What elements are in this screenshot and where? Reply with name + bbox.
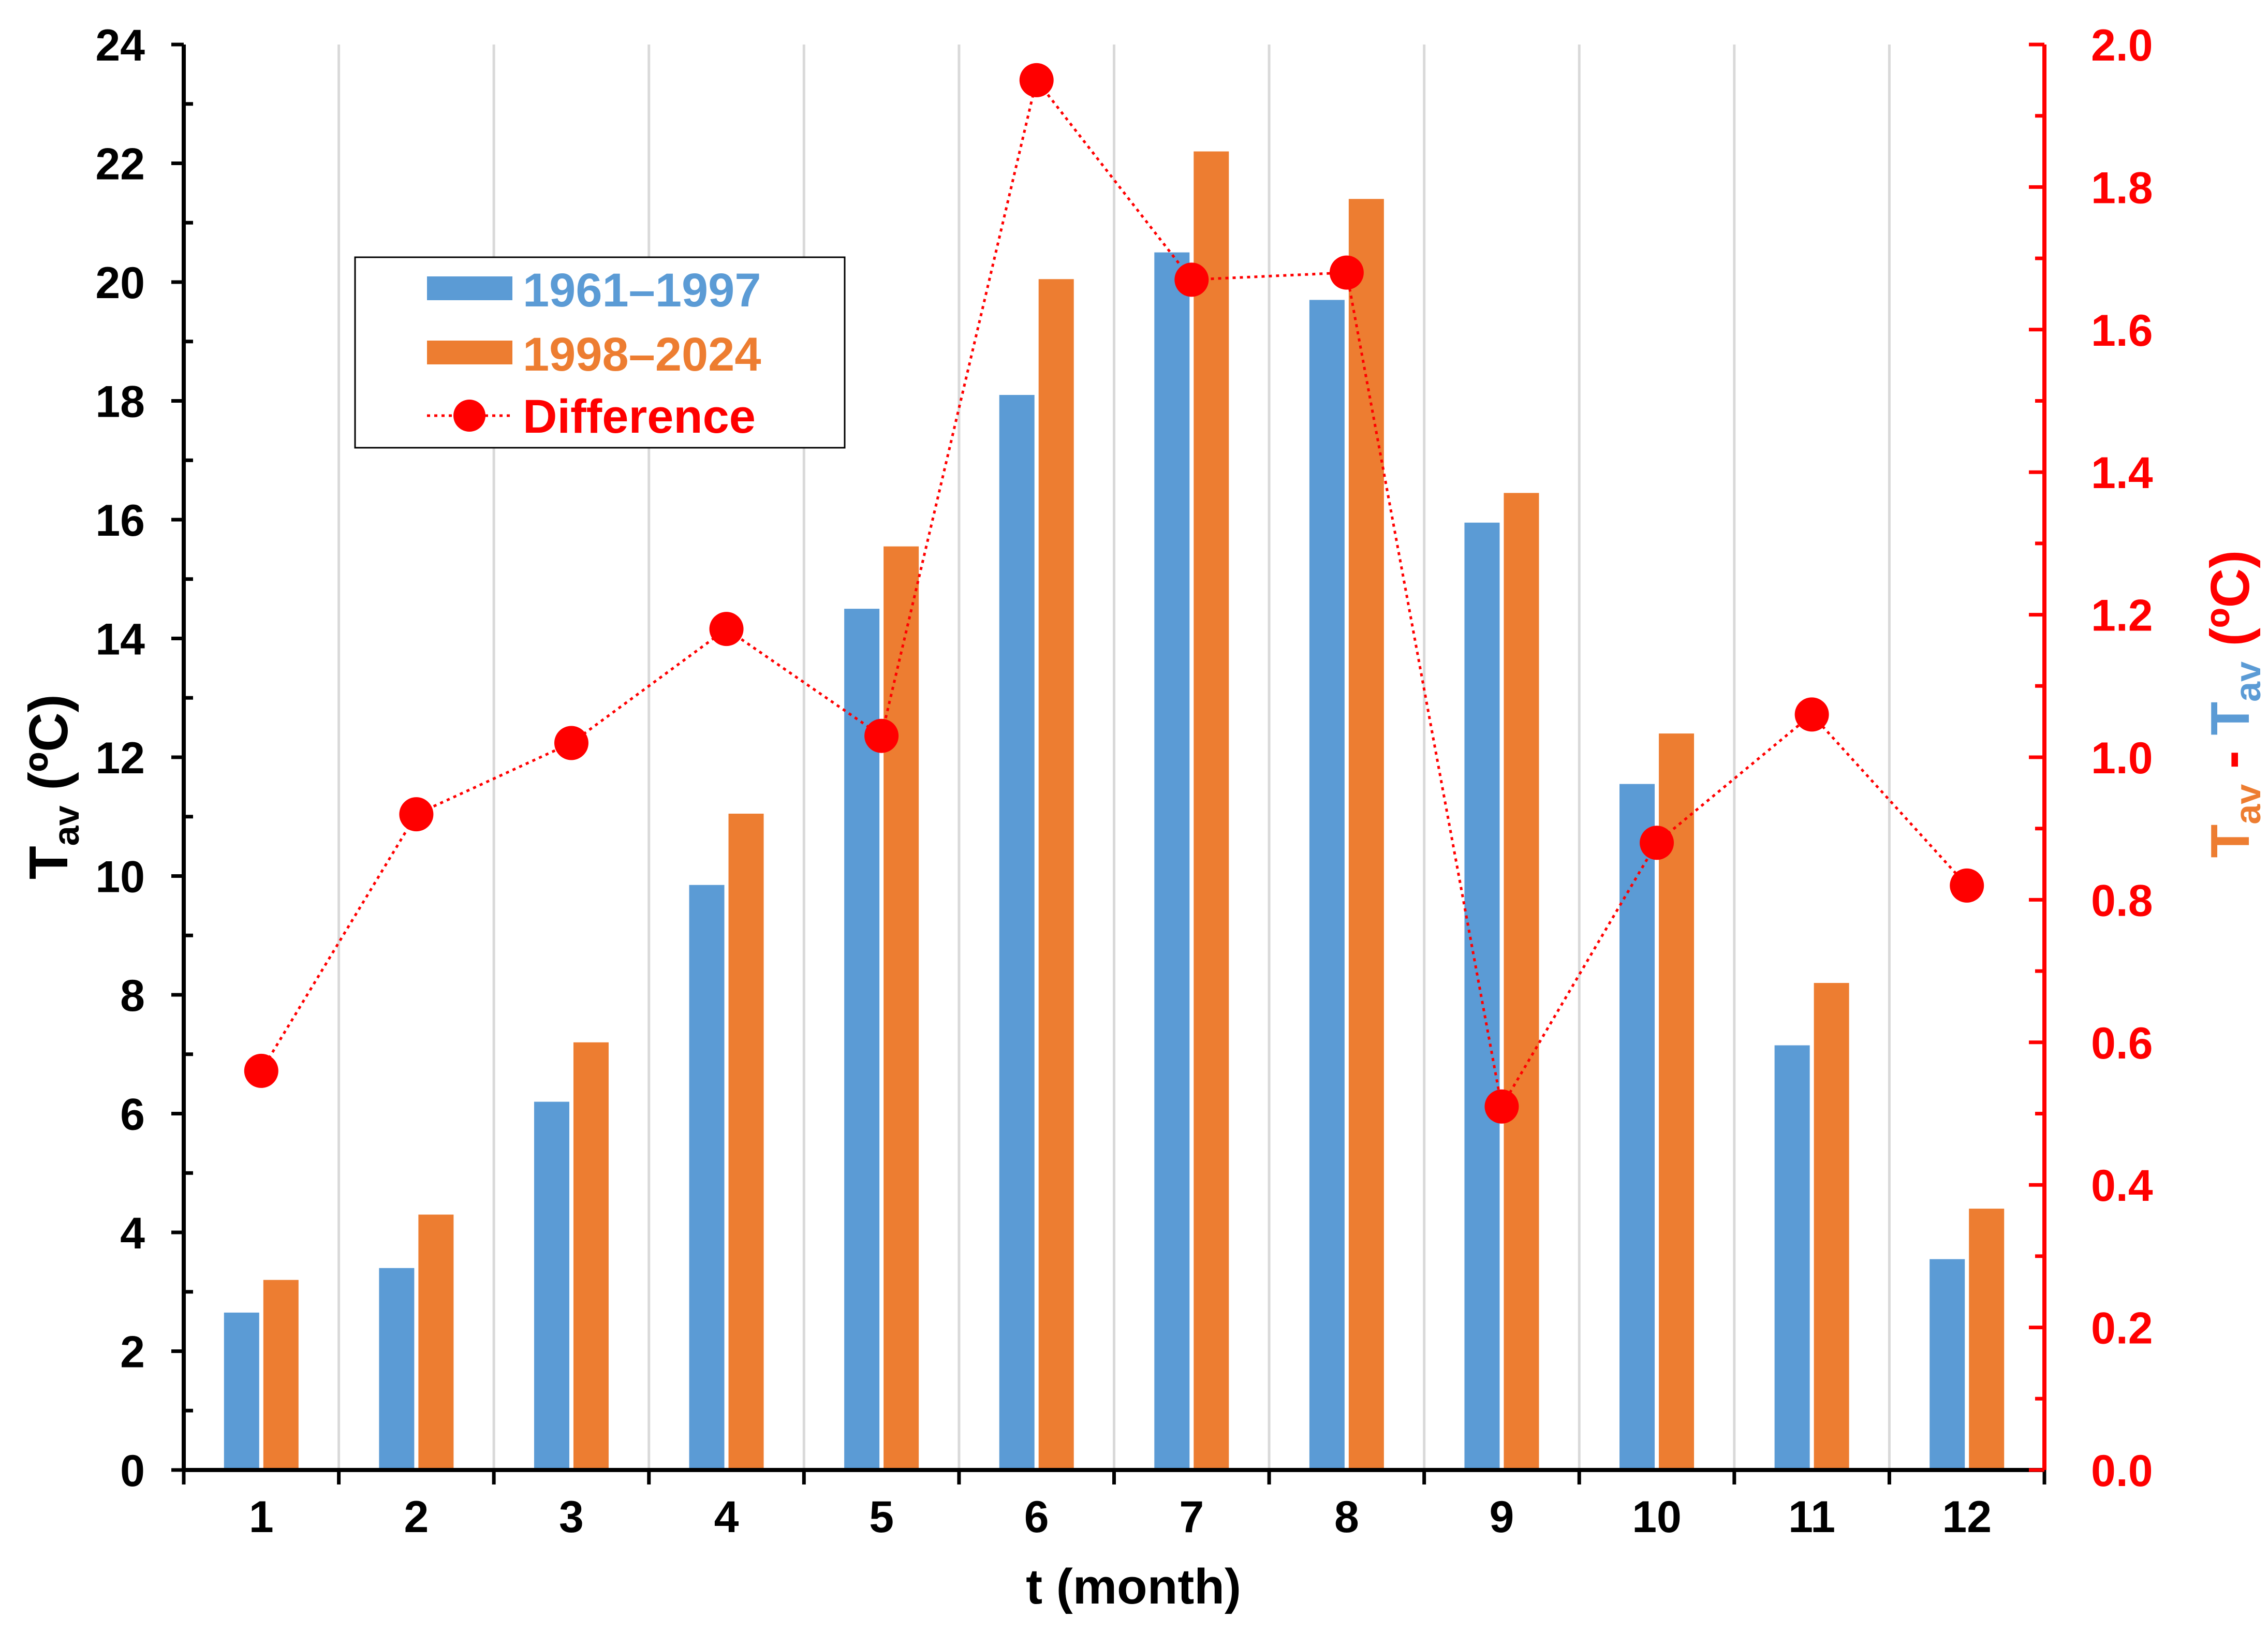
y2-tick-label-1-0: 1.0 [2091,733,2153,783]
bar-1961-1997-month-2 [379,1268,415,1470]
legend-label-1961-1997: 1961–1997 [523,264,761,317]
y-tick-label-8: 8 [120,971,145,1021]
bar-1998-2024-month-3 [573,1042,609,1470]
point-difference-month-6 [1019,63,1054,97]
bar-1998-2024-month-1 [263,1280,299,1470]
legend-swatch-1998-2024 [427,341,512,364]
x-tick-label-5: 5 [869,1492,894,1542]
bar-1961-1997-month-3 [534,1101,569,1470]
bar-1961-1997-month-7 [1154,252,1190,1470]
y2-tick-label-0-0: 0.0 [2091,1446,2153,1496]
y2-tick-label-0-2: 0.2 [2091,1304,2153,1354]
bar-series [224,151,2005,1471]
x-axis-title: t (month) [1026,1559,1241,1614]
x-tick-label-3: 3 [559,1492,584,1542]
bar-1961-1997-month-12 [1930,1259,1965,1470]
bar-1961-1997-month-8 [1309,300,1345,1470]
y2-title-blue-sub: av [2228,661,2268,702]
y2-tick-label-1-8: 1.8 [2091,163,2153,213]
point-difference-month-3 [554,726,588,760]
legend-swatch-1961-1997 [427,276,512,300]
y-axis-title-unit: (ºC) [18,694,79,805]
y2-tick-label-1-6: 1.6 [2091,306,2153,356]
bar-1961-1997-month-5 [844,609,880,1470]
x-tick-label-2: 2 [404,1492,429,1542]
bar-1961-1997-month-4 [689,885,725,1470]
bar-1998-2024-month-4 [728,814,764,1470]
y2-axis-title: Tav - Tav (ºC) [2200,550,2268,858]
bar-1998-2024-month-11 [1814,983,1849,1470]
x-tick-label-10: 10 [1632,1492,1682,1542]
y-tick-label-14: 14 [95,615,145,665]
y-axis-title-sub: av [46,805,86,846]
bar-1998-2024-month-2 [418,1214,454,1470]
right-axis-tick-labels: 0.0 0.2 0.4 0.6 0.8 1.0 1.2 1.4 1.6 1.8 2.0 [2091,21,2153,1496]
bar-1961-1997-month-10 [1619,784,1655,1470]
y-tick-label-24: 24 [95,21,145,70]
y-axis-title: Tav (ºC) [18,694,86,879]
axes [171,42,2046,1484]
legend-label-1998-2024: 1998–2024 [523,328,761,381]
point-difference-month-9 [1484,1089,1519,1124]
point-difference-month-5 [864,718,899,753]
y-tick-label-18: 18 [95,377,145,427]
bar-1961-1997-month-1 [224,1312,259,1470]
point-difference-month-11 [1794,697,1829,732]
bar-1998-2024-month-9 [1504,493,1539,1470]
point-difference-month-2 [399,797,434,832]
x-tick-label-1: 1 [249,1492,274,1542]
y-tick-label-16: 16 [95,496,145,546]
difference-series [244,63,1984,1124]
y-tick-label-12: 12 [95,733,145,783]
y-axis-title-main: T [18,846,79,879]
y2-tick-label-0-6: 0.6 [2091,1019,2153,1068]
y-tick-label-10: 10 [95,852,145,902]
y2-tick-label-0-8: 0.8 [2091,876,2153,925]
point-difference-month-7 [1174,262,1209,297]
bar-1961-1997-month-6 [999,395,1035,1471]
x-tick-label-8: 8 [1334,1492,1359,1542]
y2-title-sep: - [2200,736,2261,784]
legend-label-difference: Difference [523,390,756,443]
point-difference-month-10 [1640,826,1674,860]
y2-title-unit: (ºC) [2200,550,2261,661]
bar-1998-2024-month-7 [1194,151,1229,1470]
bar-1961-1997-month-11 [1774,1045,1810,1470]
y2-title-orange-sub: av [2228,784,2268,825]
point-difference-month-4 [709,612,744,646]
y-tick-label-4: 4 [120,1209,145,1258]
y-tick-label-2: 2 [120,1328,145,1377]
x-tick-label-7: 7 [1179,1492,1204,1542]
x-tick-label-4: 4 [714,1492,739,1542]
x-tick-label-9: 9 [1490,1492,1514,1542]
x-tick-label-11: 11 [1788,1492,1835,1542]
y-tick-label-0: 0 [120,1446,145,1496]
legend: 1961–1997 1998–2024 Difference [354,256,846,449]
y2-tick-label-1-4: 1.4 [2091,448,2153,498]
y-tick-label-22: 22 [95,140,145,189]
bar-1998-2024-month-8 [1348,199,1384,1470]
x-tick-label-12: 12 [1942,1492,1992,1542]
point-difference-month-1 [244,1053,278,1088]
x-tick-label-6: 6 [1024,1492,1049,1542]
y-tick-label-6: 6 [120,1090,145,1140]
y2-title-blue-main: T [2200,702,2261,736]
y2-tick-label-1-2: 1.2 [2091,591,2153,641]
y2-tick-label-2-0: 2.0 [2091,21,2153,70]
bar-1998-2024-month-6 [1038,279,1074,1471]
y2-tick-label-0-4: 0.4 [2091,1161,2153,1211]
y2-title-orange-main: T [2200,825,2261,858]
x-axis-tick-labels: 1 2 3 4 5 6 7 8 9 10 11 12 [249,1492,1992,1542]
bar-1998-2024-month-12 [1969,1209,2005,1470]
legend-difference-marker [453,400,485,432]
bar-1998-2024-month-5 [883,546,919,1470]
point-difference-month-8 [1329,255,1364,290]
y-tick-label-20: 20 [95,258,145,308]
point-difference-month-12 [1950,868,1984,903]
